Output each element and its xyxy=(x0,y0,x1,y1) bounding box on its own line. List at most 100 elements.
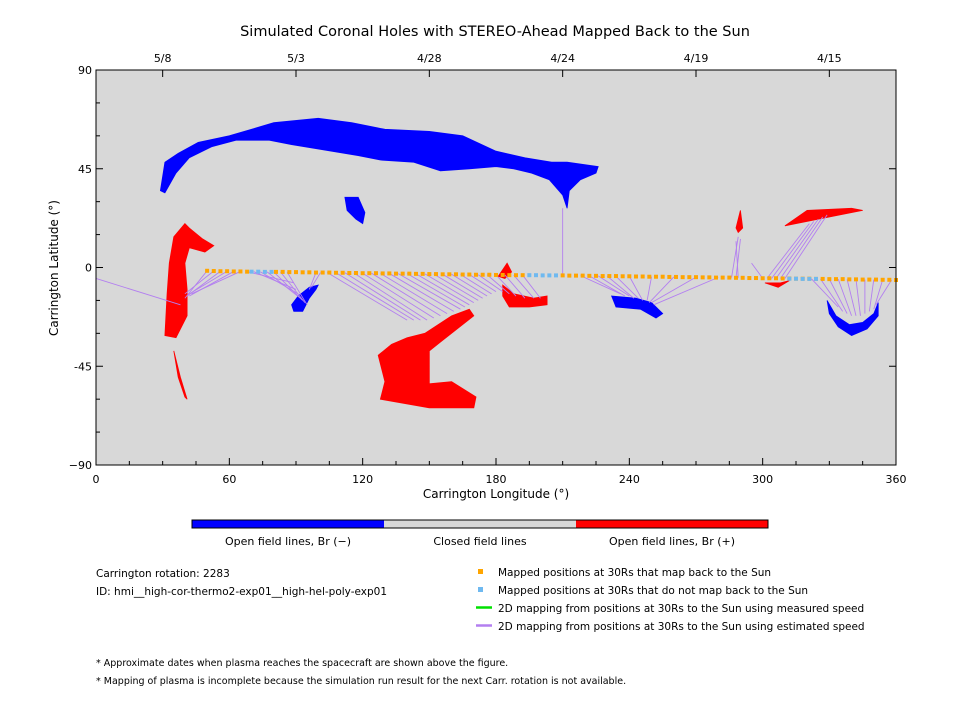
coronal-hole-negative-4 xyxy=(610,295,664,319)
mapping-line-14 xyxy=(286,271,308,306)
mapping-line-19 xyxy=(344,272,421,321)
mapped-point-50 xyxy=(587,273,592,278)
top-date-label-2: 5/3 xyxy=(287,52,305,65)
mapped-point-88 xyxy=(840,277,845,282)
mapped-point-21 xyxy=(360,271,365,276)
mapping-line-18 xyxy=(335,272,415,321)
colorbar-segment-3 xyxy=(576,520,768,528)
x-tick-label-120: 120 xyxy=(352,473,373,486)
mapping-line-31 xyxy=(451,273,488,297)
mapping-line-55 xyxy=(766,223,810,279)
mapped-point-64 xyxy=(680,275,685,280)
mapped-point-75 xyxy=(754,276,758,281)
axes-layer: 0 60 120 180 240 300 360 −90 -45 0 45 90 5/8 5/3 4/28 4… xyxy=(69,52,907,486)
mapping-line-24 xyxy=(389,273,455,312)
chart-title: Simulated Coronal Holes with STEREO-Ahea… xyxy=(240,24,750,40)
y-tick-label--45: -45 xyxy=(74,360,92,373)
mapping-line-56 xyxy=(771,221,815,279)
mapping-line-48 xyxy=(649,276,675,303)
y-tick-label-0: 0 xyxy=(85,262,92,275)
x-tick-label-180: 180 xyxy=(486,473,507,486)
mapping-line-63 xyxy=(837,278,852,316)
mapped-point-95 xyxy=(887,277,892,282)
unmapped-point-3 xyxy=(262,269,267,274)
mapped-point-19 xyxy=(347,270,352,275)
mapped-point-53 xyxy=(607,274,612,279)
mapped-point-74 xyxy=(747,276,752,281)
plot-area xyxy=(95,69,897,466)
mapped-point-79 xyxy=(780,276,785,281)
top-date-label-1: 5/8 xyxy=(154,52,172,65)
mapped-point-11 xyxy=(294,270,298,275)
mapped-point-27 xyxy=(400,271,405,276)
x-tick-label-360: 360 xyxy=(886,473,907,486)
mapped-point-41 xyxy=(494,272,498,277)
mapping-line-5 xyxy=(189,270,228,295)
mapped-points-layer xyxy=(205,268,898,283)
unmapped-point-1 xyxy=(249,269,254,274)
mapped-point-47 xyxy=(567,273,572,278)
mapped-point-13 xyxy=(307,270,312,275)
unmapped-point-8 xyxy=(547,273,552,278)
mapped-point-33 xyxy=(440,272,445,277)
coronal-hole-positive-12 xyxy=(735,210,744,234)
unmapped-point-13 xyxy=(807,276,812,281)
mapping-line-62 xyxy=(828,278,848,314)
mapping-line-57 xyxy=(775,218,819,279)
mapped-point-25 xyxy=(387,271,392,276)
legend: Mapped positions at 30Rs that map back t… xyxy=(476,567,865,633)
y-axis-label: Carrington Latitude (°) xyxy=(47,200,61,336)
unmapped-point-11 xyxy=(794,276,798,281)
coronal-hole-positive-13 xyxy=(764,280,790,288)
mapping-line-67 xyxy=(868,279,875,312)
mapped-point-18 xyxy=(340,270,345,275)
mapped-point-42 xyxy=(500,272,505,277)
x-tick-label-60: 60 xyxy=(222,473,236,486)
mapping-line-21 xyxy=(362,272,435,319)
unmapped-point-6 xyxy=(534,273,538,278)
mapped-point-85 xyxy=(820,276,825,281)
legend-label-1: Mapped positions at 30Rs that map back t… xyxy=(498,567,771,579)
x-tick-label-300: 300 xyxy=(752,473,773,486)
mapped-point-61 xyxy=(660,274,665,279)
mapped-point-56 xyxy=(627,274,632,279)
mapped-point-20 xyxy=(354,270,358,275)
unmapped-point-4 xyxy=(269,269,274,274)
mapped-point-58 xyxy=(640,274,645,279)
run-id-text: ID: hmi__high-cor-thermo2-exp01__high-he… xyxy=(96,586,387,598)
mapped-point-69 xyxy=(714,275,718,280)
colorbar: Open field lines, Br (−) Closed field lin… xyxy=(191,519,769,548)
mapping-line-53 xyxy=(735,241,739,278)
unmapped-point-7 xyxy=(540,273,545,278)
mapped-point-40 xyxy=(487,272,492,277)
mapping-line-26 xyxy=(406,273,466,308)
mapped-point-26 xyxy=(394,271,398,276)
mapped-point-12 xyxy=(300,270,305,275)
mapped-point-72 xyxy=(734,275,738,280)
unmapped-point-12 xyxy=(800,276,805,281)
mapping-line-37 xyxy=(504,274,526,299)
unmapped-point-9 xyxy=(554,273,558,278)
mapping-line-12 xyxy=(273,271,303,301)
mapping-line-44 xyxy=(606,275,635,299)
mapping-line-60 xyxy=(811,278,839,308)
coronal-hole-positive-11 xyxy=(784,207,863,227)
mapped-point-59 xyxy=(647,274,652,279)
mapping-lines-layer xyxy=(95,208,892,321)
mapped-point-32 xyxy=(434,272,438,277)
mapped-point-89 xyxy=(847,277,852,282)
mapped-point-24 xyxy=(380,271,385,276)
y-tick-label-90: 90 xyxy=(78,64,92,77)
mapping-line-54 xyxy=(751,262,764,279)
mapped-point-44 xyxy=(514,273,518,278)
coronal-hole-positive-6 xyxy=(164,223,215,339)
colorbar-frame xyxy=(191,519,769,529)
mapped-point-5 xyxy=(231,269,236,274)
mapped-point-43 xyxy=(507,273,512,278)
top-date-label-3: 4/28 xyxy=(417,52,442,65)
mapped-point-28 xyxy=(407,271,412,276)
coronal-hole-positive-9 xyxy=(502,284,548,308)
x-tick-label-0: 0 xyxy=(93,473,100,486)
legend-marker-2 xyxy=(478,587,483,592)
